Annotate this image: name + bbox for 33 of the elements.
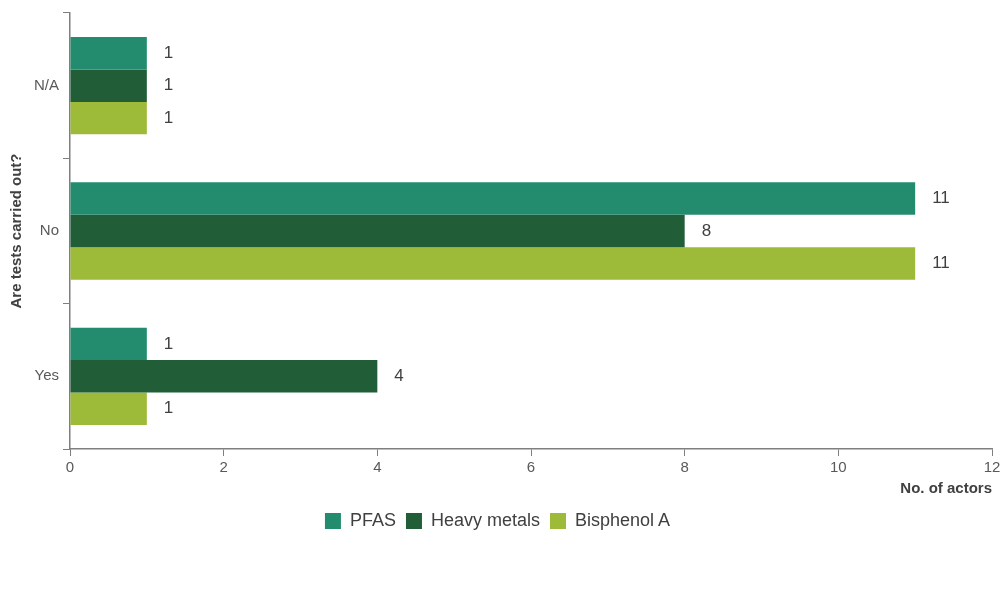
data-label: 4 [394, 366, 404, 386]
bar [70, 36, 147, 70]
x-tick-label: 10 [829, 458, 847, 476]
bar [70, 360, 378, 393]
bar [70, 101, 147, 135]
x-tick-label: 0 [65, 458, 75, 476]
y-tick-label: No [39, 221, 59, 239]
data-label: 11 [932, 253, 950, 273]
bar [70, 69, 147, 102]
data-label: 1 [163, 333, 174, 353]
bar [70, 214, 685, 248]
y-tick-label: Yes [34, 366, 59, 384]
x-tick-label: 12 [983, 458, 1001, 476]
data-label: 8 [701, 220, 712, 240]
bar [70, 182, 916, 215]
legend-label: Heavy metals [430, 509, 541, 530]
x-tick-label: 4 [373, 458, 382, 476]
x-tick-label: 8 [680, 458, 689, 476]
bar [70, 327, 147, 361]
data-label: 1 [163, 42, 174, 62]
x-tick-label: 6 [526, 458, 536, 476]
data-label: 1 [163, 107, 174, 127]
data-label: 1 [163, 398, 174, 418]
data-label: 11 [932, 188, 950, 208]
bar [70, 392, 147, 426]
x-axis-title: No. of actors [900, 479, 992, 497]
x-tick-label: 2 [219, 458, 228, 476]
legend-label: Bisphenol A [575, 509, 671, 530]
y-tick-label: N/A [33, 75, 59, 93]
data-label: 1 [163, 75, 174, 95]
bar [70, 247, 916, 280]
y-axis-title: Are tests carried out? [7, 153, 25, 309]
legend-label: PFAS [349, 509, 396, 530]
